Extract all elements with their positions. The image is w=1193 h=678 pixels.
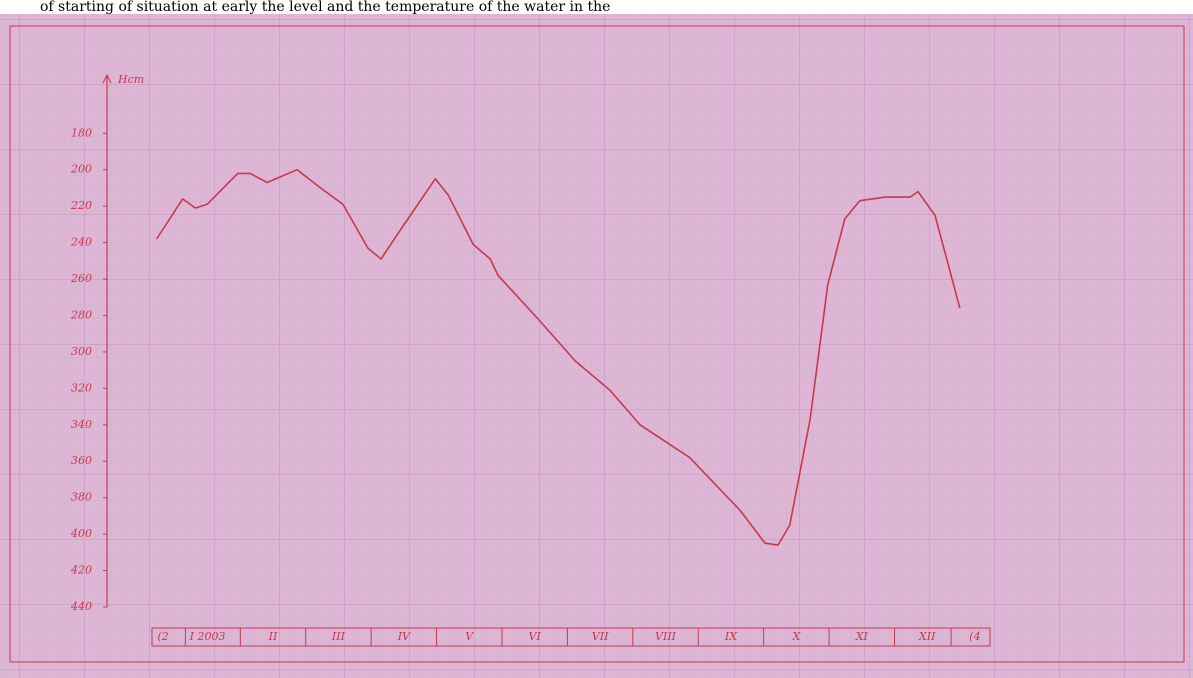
y-tick-label: 180	[71, 126, 92, 139]
y-tick-label: 380	[71, 491, 92, 504]
y-tick-label: 200	[70, 163, 92, 176]
x-tick-label: V	[465, 630, 474, 643]
y-tick-label: 400	[70, 527, 92, 540]
x-tick-label: XI	[855, 630, 869, 643]
month-strip	[151, 627, 991, 647]
x-tick-label: VII	[592, 630, 609, 643]
x-tick-label: I 2003	[189, 630, 226, 643]
y-tick-label: 280	[70, 308, 92, 321]
caption: of starting of situation at early the le…	[40, 0, 610, 15]
x-tick-label: XII	[918, 630, 936, 643]
y-tick-label: 420	[70, 564, 92, 577]
x-tick-label: X	[791, 630, 801, 643]
y-tick-label: 320	[71, 381, 92, 394]
y-tick-label: 340	[71, 418, 92, 431]
x-tick-label: III	[331, 630, 346, 643]
x-tick-label: IX	[724, 630, 738, 643]
y-axis-label: Hcm	[117, 73, 144, 86]
frame	[9, 25, 1185, 663]
x-tick-label: VI	[529, 630, 542, 643]
x-tick-label: VIII	[655, 630, 677, 643]
y-tick-label: 220	[70, 199, 92, 212]
y-tick-label: 360	[71, 454, 92, 467]
y-tick-label: 260	[70, 272, 92, 285]
graph-grid	[0, 14, 1193, 678]
y-axis-arrow	[102, 73, 112, 84]
data-line	[155, 168, 961, 546]
y-tick-label: 440	[70, 600, 92, 613]
x-tick-label: IV	[397, 630, 411, 643]
x-tick-label: (4	[969, 630, 980, 643]
y-tick-label: 240	[70, 236, 92, 249]
y-tick-label: 300	[71, 345, 92, 358]
x-tick-label: II	[268, 630, 278, 643]
x-tick-label: (2	[157, 630, 168, 643]
